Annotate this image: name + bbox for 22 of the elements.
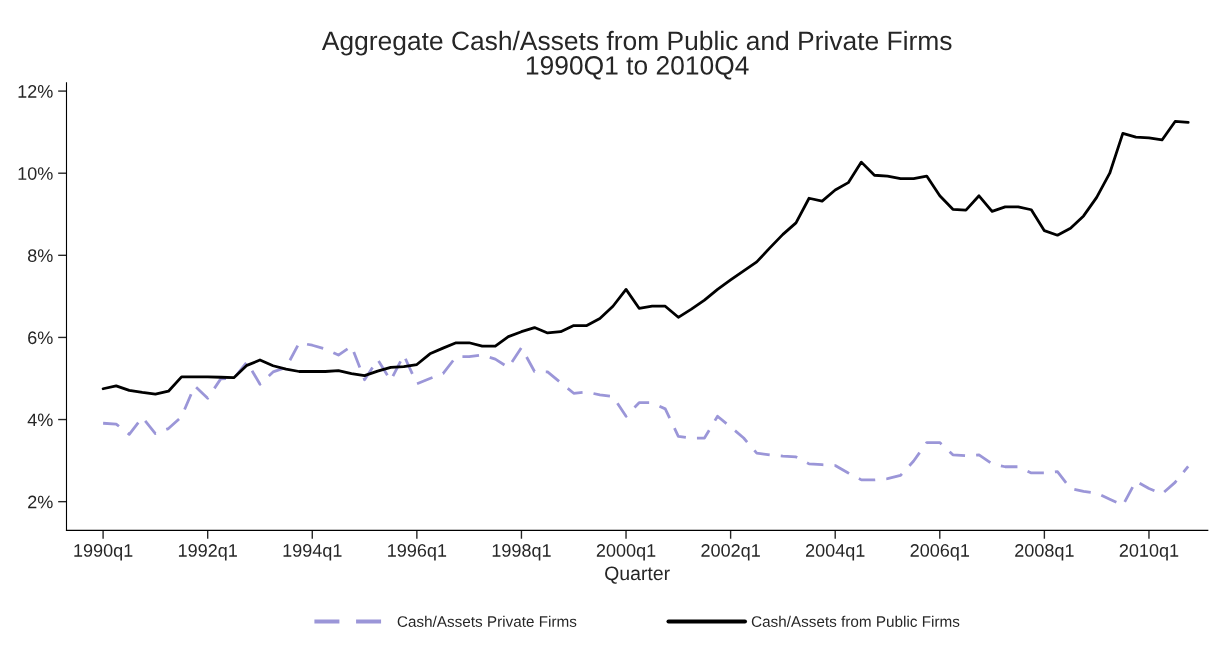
y-tick-label: 10% bbox=[18, 167, 53, 180]
x-tick-label: 2008q1 bbox=[1015, 544, 1074, 561]
chart-title: Aggregate Cash/Assets from Public and Private Firms 1990Q1 to 2010Q4 bbox=[321, 30, 952, 80]
x-tick-label: 2010q1 bbox=[1119, 544, 1179, 561]
x-tick-label: 1990q1 bbox=[74, 544, 133, 561]
x-tick-label: 2006q1 bbox=[910, 544, 970, 561]
x-tick-label: 1996q1 bbox=[388, 544, 447, 561]
y-tick-label: 6% bbox=[28, 331, 53, 345]
legend-label: Cash/Assets Private Firms bbox=[397, 615, 577, 627]
y-tick-label: 4% bbox=[27, 413, 53, 427]
x-tick-label: 1992q1 bbox=[178, 544, 237, 561]
x-tick-label: 1994q1 bbox=[283, 544, 342, 561]
x-tick-label: 1998q1 bbox=[492, 544, 551, 561]
x-tick-label: 2000q1 bbox=[596, 544, 656, 561]
y-tick-label: 12% bbox=[18, 85, 53, 98]
x-tick-label: 2002q1 bbox=[701, 544, 760, 561]
y-tick-label: 2% bbox=[28, 495, 53, 509]
x-axis-title: Quarter bbox=[605, 566, 670, 584]
legend-label: Cash/Assets from Public Firms bbox=[751, 615, 960, 627]
y-tick-label: 8% bbox=[27, 249, 53, 263]
line-series bbox=[101, 120, 1190, 396]
x-tick-label: 2004q1 bbox=[805, 544, 865, 561]
